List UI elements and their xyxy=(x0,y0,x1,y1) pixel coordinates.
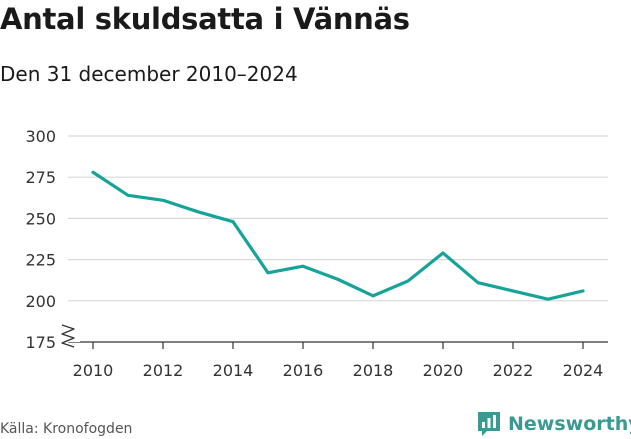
x-axis xyxy=(68,341,608,349)
brand-name: Newsworthy xyxy=(508,413,631,435)
y-tick-label-250: 250 xyxy=(25,209,56,228)
y-tick-label-200: 200 xyxy=(25,292,56,311)
x-axis-tick-labels: 2010 2012 2014 2016 2018 2020 2022 2024 xyxy=(73,361,604,380)
x-tick-label-2014: 2014 xyxy=(213,361,254,380)
y-tick-label-275: 275 xyxy=(25,168,56,187)
x-tick-label-2024: 2024 xyxy=(563,361,604,380)
series-lines xyxy=(91,170,585,301)
x-tick-label-2020: 2020 xyxy=(423,361,464,380)
axis-break-zigzag xyxy=(61,324,75,348)
bar-chart-speech-bubble-icon xyxy=(478,412,500,436)
x-tick-label-2012: 2012 xyxy=(143,361,184,380)
y-axis-tick-labels: 175 200 225 250 275 300 xyxy=(25,127,56,352)
x-tick-label-2022: 2022 xyxy=(493,361,534,380)
chart-subtitle: Den 31 december 2010–2024 xyxy=(0,62,298,86)
x-tick-label-2016: 2016 xyxy=(283,361,324,380)
y-tick-label-300: 300 xyxy=(25,127,56,146)
y-tick-label-175: 175 xyxy=(25,333,56,352)
x-tick-label-2010: 2010 xyxy=(73,361,114,380)
axis-break-marker xyxy=(60,320,80,348)
y-tick-label-225: 225 xyxy=(25,251,56,270)
chart-title: Antal skuldsatta i Vännäs xyxy=(0,2,410,36)
brand-logo: Newsworthy xyxy=(476,410,631,438)
source-note: Källa: Kronofogden xyxy=(0,421,133,437)
series-line-0 xyxy=(91,170,585,301)
x-tick-label-2018: 2018 xyxy=(353,361,394,380)
gridlines xyxy=(68,135,608,302)
